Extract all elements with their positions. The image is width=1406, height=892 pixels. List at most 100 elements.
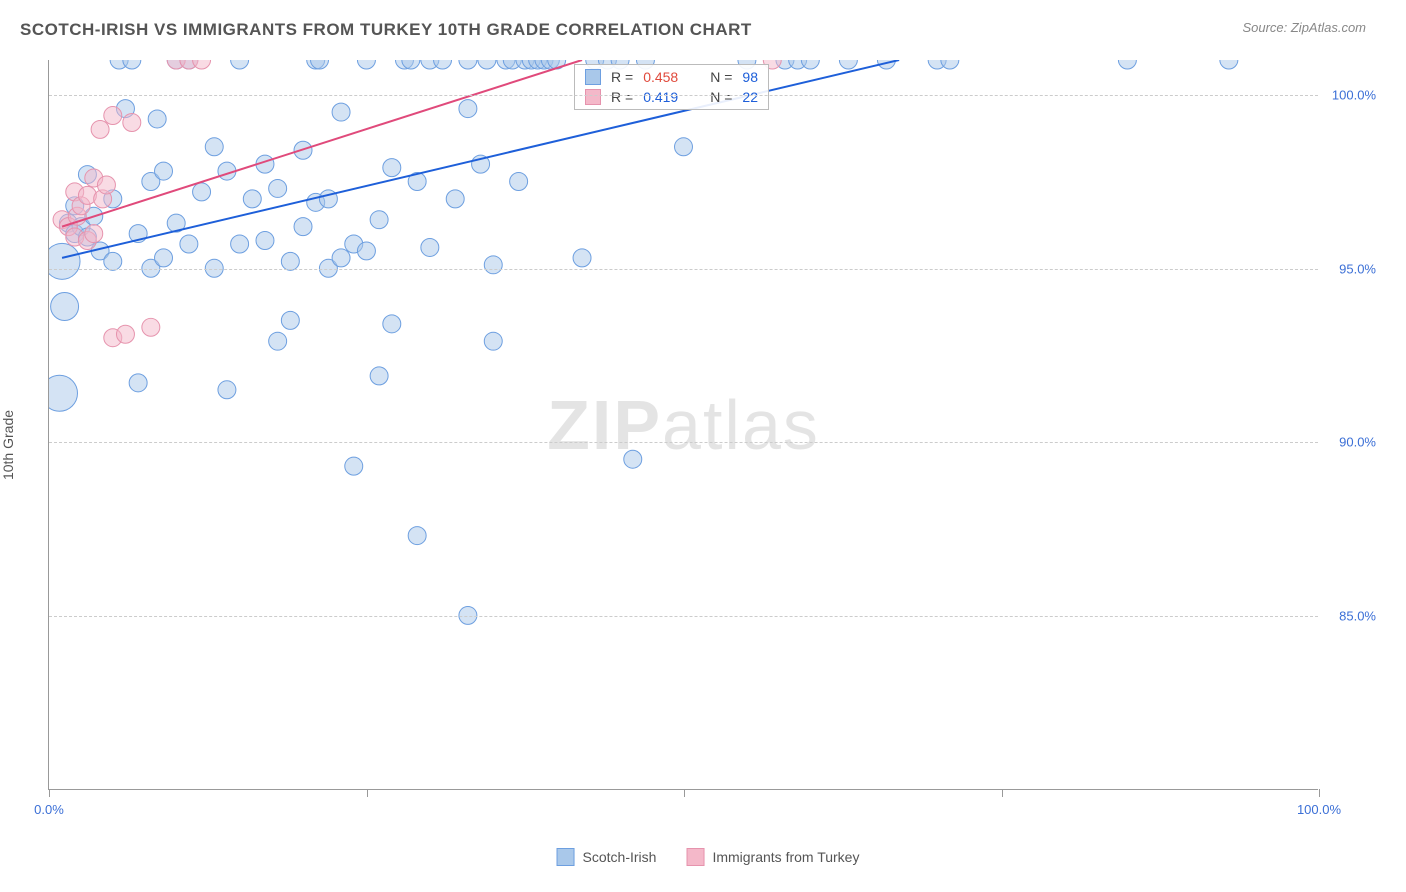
n-label: N = bbox=[710, 89, 732, 105]
x-tick bbox=[684, 789, 685, 797]
data-point bbox=[205, 138, 223, 156]
data-point bbox=[1118, 60, 1136, 69]
data-point bbox=[85, 225, 103, 243]
data-point bbox=[85, 169, 103, 187]
data-point bbox=[49, 243, 80, 279]
r-value: 0.458 bbox=[643, 69, 678, 85]
trend-line bbox=[62, 60, 582, 227]
data-point bbox=[370, 211, 388, 229]
data-point bbox=[269, 179, 287, 197]
data-point bbox=[94, 190, 112, 208]
y-tick-label: 85.0% bbox=[1339, 609, 1376, 624]
gridline-h bbox=[49, 616, 1318, 617]
n-label: N = bbox=[710, 69, 732, 85]
data-point bbox=[193, 60, 211, 69]
x-tick-label: 0.0% bbox=[34, 802, 64, 817]
watermark: ZIPatlas bbox=[547, 385, 820, 465]
data-point bbox=[402, 60, 420, 69]
chart-svg bbox=[49, 60, 1318, 789]
data-point bbox=[776, 60, 794, 69]
data-point bbox=[104, 329, 122, 347]
data-point bbox=[180, 235, 198, 253]
data-point bbox=[91, 242, 109, 260]
data-point bbox=[332, 249, 350, 267]
data-point bbox=[104, 107, 122, 125]
y-tick-label: 95.0% bbox=[1339, 261, 1376, 276]
data-point bbox=[294, 218, 312, 236]
correlation-info-box: R = 0.458 N = 98 R = 0.419 N = 22 bbox=[574, 64, 769, 110]
data-point bbox=[231, 60, 249, 69]
gridline-h bbox=[49, 442, 1318, 443]
data-point bbox=[123, 60, 141, 69]
data-point bbox=[97, 176, 115, 194]
data-point bbox=[484, 256, 502, 274]
data-point bbox=[155, 249, 173, 267]
data-point bbox=[478, 60, 496, 69]
data-point bbox=[116, 100, 134, 118]
data-point bbox=[370, 367, 388, 385]
legend-swatch-icon bbox=[557, 848, 575, 866]
n-value: 22 bbox=[742, 89, 758, 105]
data-point bbox=[78, 186, 96, 204]
data-point bbox=[218, 162, 236, 180]
data-point bbox=[104, 190, 122, 208]
data-point bbox=[167, 214, 185, 232]
data-point bbox=[66, 183, 84, 201]
r-label: R = bbox=[611, 89, 633, 105]
data-point bbox=[459, 100, 477, 118]
x-tick bbox=[367, 789, 368, 797]
data-point bbox=[142, 173, 160, 191]
chart-title: SCOTCH-IRISH VS IMMIGRANTS FROM TURKEY 1… bbox=[20, 20, 752, 40]
plot-region: ZIPatlas R = 0.458 N = 98 R = 0.419 N = … bbox=[48, 60, 1318, 790]
data-point bbox=[529, 60, 547, 69]
data-point bbox=[49, 375, 77, 411]
data-point bbox=[789, 60, 807, 69]
data-point bbox=[193, 183, 211, 201]
data-point bbox=[421, 60, 439, 69]
data-point bbox=[941, 60, 959, 69]
data-point bbox=[180, 60, 198, 69]
chart-area: 10th Grade ZIPatlas R = 0.458 N = 98 R =… bbox=[48, 60, 1368, 830]
y-axis-label: 10th Grade bbox=[0, 410, 16, 480]
n-value: 98 bbox=[742, 69, 758, 85]
legend: Scotch-Irish Immigrants from Turkey bbox=[557, 848, 860, 866]
gridline-h bbox=[49, 269, 1318, 270]
data-point bbox=[68, 207, 86, 225]
data-point bbox=[383, 159, 401, 177]
data-point bbox=[446, 190, 464, 208]
data-point bbox=[434, 60, 452, 69]
data-point bbox=[66, 225, 84, 243]
data-point bbox=[231, 235, 249, 253]
data-point bbox=[801, 60, 819, 69]
legend-label: Scotch-Irish bbox=[583, 849, 657, 865]
data-point bbox=[110, 60, 128, 69]
data-point bbox=[167, 60, 185, 69]
data-point bbox=[91, 120, 109, 138]
data-point bbox=[357, 60, 375, 69]
data-point bbox=[256, 155, 274, 173]
data-point bbox=[408, 527, 426, 545]
data-point bbox=[541, 60, 559, 69]
data-point bbox=[548, 60, 566, 69]
x-tick bbox=[1319, 789, 1320, 797]
data-point bbox=[535, 60, 553, 69]
legend-item: Immigrants from Turkey bbox=[686, 848, 859, 866]
data-point bbox=[345, 235, 363, 253]
data-point bbox=[319, 190, 337, 208]
data-point bbox=[180, 60, 198, 69]
data-point bbox=[66, 197, 84, 215]
data-point bbox=[85, 207, 103, 225]
data-point bbox=[148, 110, 166, 128]
x-tick-label: 100.0% bbox=[1297, 802, 1341, 817]
gridline-h bbox=[49, 95, 1318, 96]
data-point bbox=[510, 173, 528, 191]
data-point bbox=[839, 60, 857, 69]
data-point bbox=[66, 228, 84, 246]
data-point bbox=[281, 311, 299, 329]
data-point bbox=[78, 232, 96, 250]
data-point bbox=[59, 214, 77, 232]
r-label: R = bbox=[611, 69, 633, 85]
data-point bbox=[497, 60, 515, 69]
data-point bbox=[408, 173, 426, 191]
data-point bbox=[472, 155, 490, 173]
